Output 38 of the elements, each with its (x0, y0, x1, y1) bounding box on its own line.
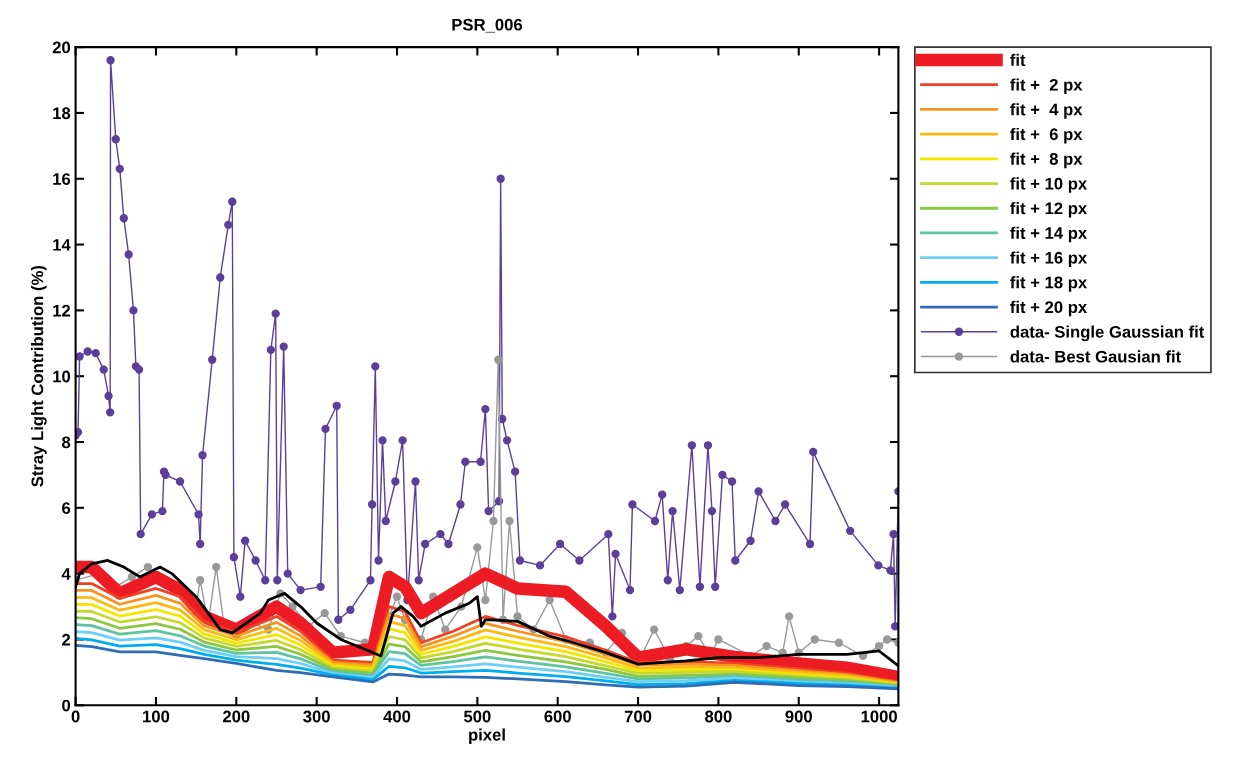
legend-label: data- Best Gausian fit (1010, 350, 1181, 363)
y-tick-label: 18 (53, 107, 71, 120)
legend-label: fit + 2 px (1010, 78, 1083, 95)
legend-label: fit + 14 px (1010, 226, 1088, 243)
legend-label: fit + 8 px (1010, 152, 1083, 169)
x-tick-label: 1000 (861, 710, 897, 723)
y-tick-label: 16 (53, 173, 71, 185)
x-tick-label: 800 (705, 710, 732, 723)
x-axis-title: pixel (469, 728, 505, 744)
x-tick-label: 0 (71, 710, 80, 723)
x-tick-label: 600 (544, 710, 571, 723)
y-tick-label: 10 (53, 370, 71, 383)
x-tick-label: 500 (463, 710, 491, 723)
legend-label: fit + 4 px (1010, 103, 1083, 119)
legend-label: fit + 16 px (1010, 251, 1088, 267)
y-tick-label: 6 (62, 502, 71, 515)
x-tick-label: 700 (624, 710, 652, 723)
y-tick-label: 8 (62, 436, 71, 449)
legend-label: fit + 20 px (1010, 300, 1088, 317)
x-tick-label: 100 (143, 710, 170, 723)
x-tick-label: 300 (303, 710, 330, 723)
legend-label: fit + 6 px (1010, 127, 1083, 144)
x-tick-label: 200 (222, 710, 250, 723)
legend-label: fit + 18 px (1010, 276, 1088, 292)
y-tick-label: 14 (53, 239, 71, 251)
x-tick-label: 400 (383, 710, 411, 723)
y-tick-label: 4 (61, 568, 71, 580)
legend-label: data- Single Gaussian fit (1010, 325, 1205, 342)
x-tick-label: 900 (785, 710, 812, 723)
y-tick-label: 20 (52, 41, 71, 54)
y-tick-label: 0 (62, 699, 71, 712)
y-axis-title: Stray Light Contribution (%) (31, 265, 47, 487)
y-tick-label: 12 (53, 304, 71, 317)
legend-label: fit (1010, 53, 1026, 67)
y-tick-label: 2 (62, 633, 71, 646)
chart-title: PSR_006 (452, 18, 523, 33)
legend-label: fit + 10 px (1010, 177, 1088, 193)
legend-label: fit + 12 px (1010, 202, 1088, 218)
